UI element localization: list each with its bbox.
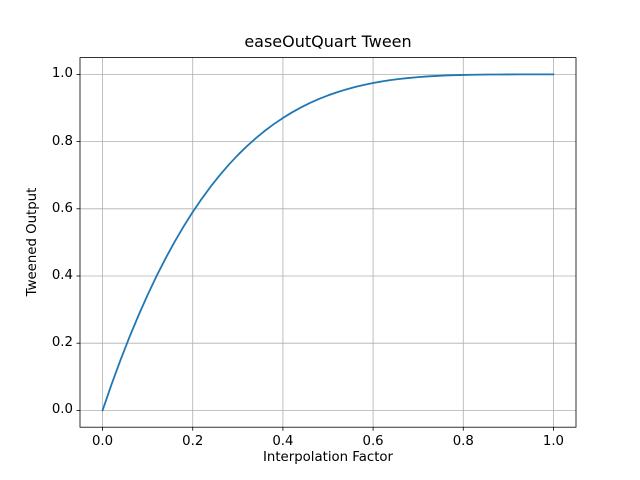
y-tick-label: 0.2: [51, 335, 73, 351]
y-tick-label: 0.0: [51, 402, 73, 418]
x-tick-label: 0.6: [362, 433, 384, 449]
x-tick-label: 0.0: [91, 433, 114, 449]
y-tick-label: 0.6: [51, 200, 73, 216]
y-tick-label: 0.4: [51, 268, 73, 283]
x-tick-label: 0.2: [182, 433, 204, 449]
axes-box: [79, 57, 577, 428]
x-tick-label: 1.0: [542, 433, 565, 449]
chart-title: easeOutQuart Tween: [244, 32, 412, 51]
series-line: [101, 73, 555, 412]
y-axis-label: Tweened Output: [25, 187, 40, 297]
x-tick-label: 0.4: [272, 433, 294, 449]
x-tick-label: 0.8: [452, 433, 474, 449]
x-axis-label: Interpolation Factor: [262, 450, 394, 465]
y-tick-label: 0.8: [51, 133, 73, 149]
y-tick-label: 1.0: [51, 66, 73, 82]
